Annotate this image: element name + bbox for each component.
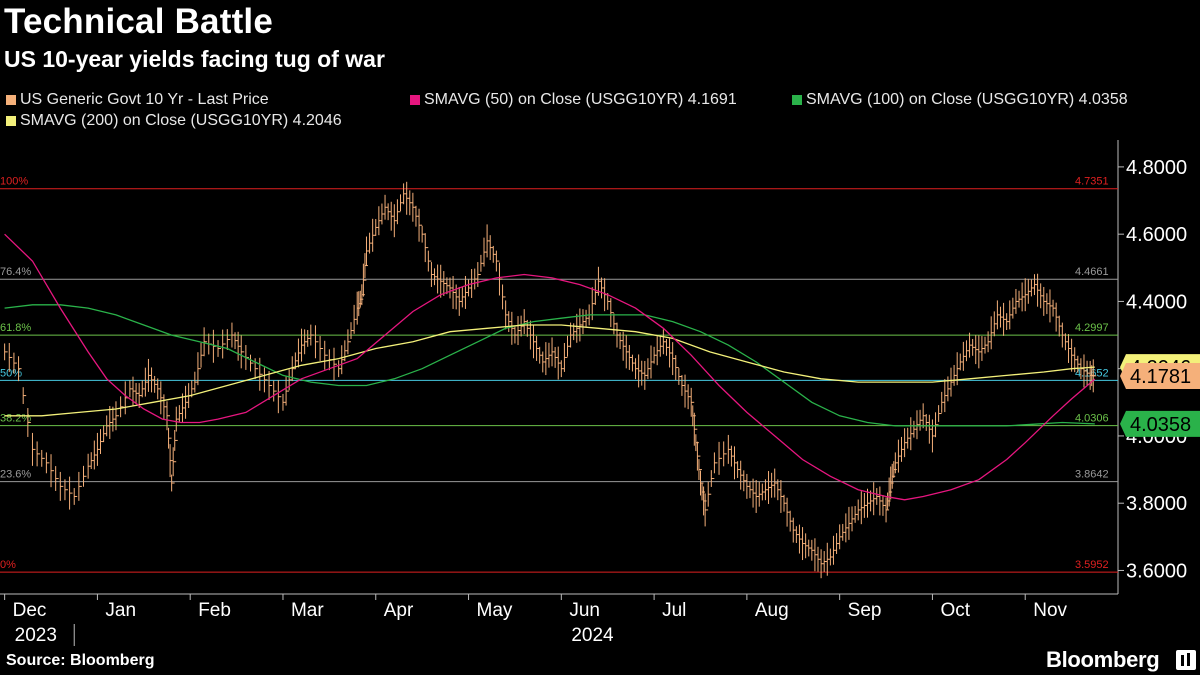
- legend-swatch-sma50: [410, 95, 420, 105]
- x-tick-label: Oct: [940, 600, 970, 621]
- x-year-label: 2024: [571, 625, 614, 646]
- legend-label-sma50: SMAVG (50) on Close (USGG10YR) 4.1691: [424, 91, 737, 108]
- legend-label-sma100: SMAVG (100) on Close (USGG10YR) 4.0358: [806, 91, 1128, 108]
- bloomberg-logo-icon: [1176, 650, 1196, 670]
- fib-level-pct: 0%: [0, 559, 16, 571]
- x-tick-label: Aug: [755, 600, 789, 621]
- x-tick-label: Apr: [384, 600, 414, 621]
- legend-swatch-sma100: [792, 95, 802, 105]
- x-tick-label: Dec: [13, 600, 47, 621]
- fib-level-value: 4.7351: [1075, 176, 1109, 188]
- y-tick-label: 3.6000: [1126, 560, 1187, 582]
- y-tick-label: 4.6000: [1126, 224, 1187, 246]
- last-value-tag: [1120, 363, 1200, 390]
- x-tick-label: May: [477, 600, 513, 621]
- x-tick-label: Sep: [848, 600, 882, 621]
- last-value-tag: [1120, 410, 1200, 437]
- x-year-label: 2023: [15, 625, 57, 646]
- legend-item-sma100: SMAVG (100) on Close (USGG10YR) 4.0358: [792, 91, 1128, 109]
- sma200-line: [4, 324, 1095, 417]
- legend-item-price: US Generic Govt 10 Yr - Last Price: [6, 91, 269, 109]
- chart-title: Technical Battle: [4, 2, 274, 41]
- chart-subtitle: US 10-year yields facing tug of war: [4, 46, 385, 72]
- sma50-line: [4, 233, 1096, 501]
- x-tick-label: Feb: [198, 600, 231, 621]
- x-tick-label: Jan: [105, 600, 136, 621]
- fib-level-pct: 38.2%: [0, 413, 31, 425]
- last-value-label: 4.1781: [1130, 366, 1191, 388]
- x-tick-label: Jul: [662, 600, 686, 621]
- legend-item-sma50: SMAVG (50) on Close (USGG10YR) 4.1691: [410, 91, 737, 109]
- fib-level-pct: 50%: [0, 367, 22, 379]
- fib-level-pct: 76.4%: [0, 266, 31, 278]
- legend-label-price: US Generic Govt 10 Yr - Last Price: [20, 91, 269, 108]
- fib-level-value: 4.4661: [1075, 266, 1109, 278]
- brand-wordmark: Bloomberg: [1046, 647, 1160, 672]
- x-tick-label: Nov: [1033, 600, 1067, 621]
- y-tick-label: 3.8000: [1126, 493, 1187, 515]
- legend-swatch-price: [6, 95, 16, 105]
- fib-level-pct: 23.6%: [0, 469, 31, 481]
- x-tick-label: Jun: [569, 600, 600, 621]
- last-value-label: 4.0358: [1130, 414, 1191, 436]
- legend-swatch-sma200: [6, 116, 16, 126]
- fib-level-pct: 61.8%: [0, 322, 31, 334]
- fib-level-value: 3.5952: [1075, 559, 1109, 571]
- legend-label-sma200: SMAVG (200) on Close (USGG10YR) 4.2046: [20, 112, 342, 129]
- y-tick-label: 4.8000: [1126, 157, 1187, 179]
- fib-level-value: 3.8642: [1075, 469, 1109, 481]
- fib-level-pct: 100%: [0, 176, 28, 188]
- y-tick-label: 4.4000: [1126, 291, 1187, 313]
- legend-item-sma200: SMAVG (200) on Close (USGG10YR) 4.2046: [6, 112, 342, 130]
- source-note: Source: Bloomberg: [6, 652, 155, 669]
- fib-level-value: 4.2997: [1075, 322, 1109, 334]
- x-tick-label: Mar: [291, 600, 324, 621]
- sma100-line: [4, 304, 1095, 427]
- fib-level-value: 4.0306: [1075, 413, 1109, 425]
